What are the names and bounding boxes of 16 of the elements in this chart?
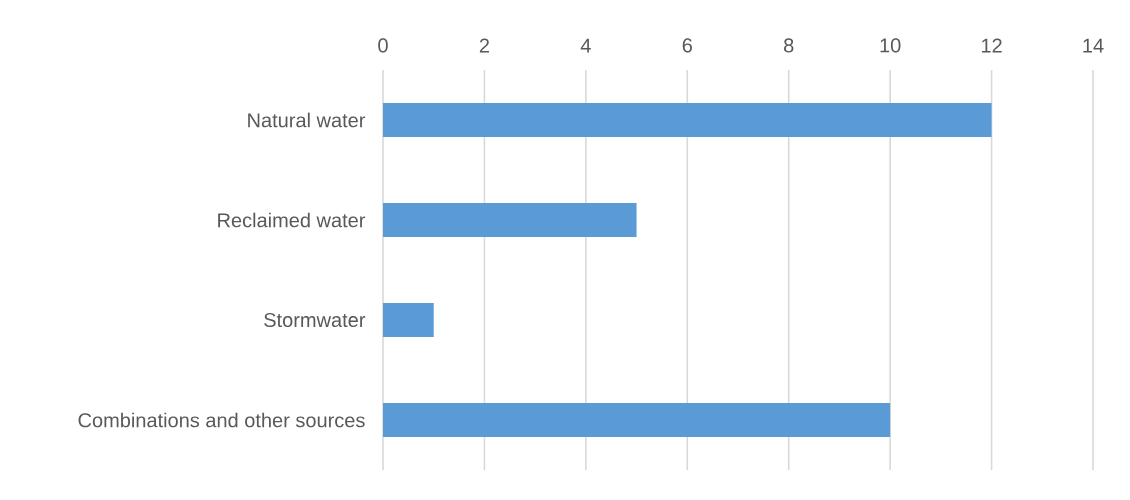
bar [383, 303, 434, 337]
x-tick-label: 0 [378, 38, 388, 53]
bar [383, 403, 891, 437]
x-tick-label: 8 [784, 38, 794, 53]
bar [383, 203, 637, 237]
x-tick-label: 4 [580, 38, 591, 53]
x-tick-label: 12 [981, 38, 1002, 53]
x-tick-label: 2 [479, 38, 489, 53]
x-tick-label: 14 [1083, 38, 1104, 53]
y-tick-label: Stormwater [264, 312, 366, 328]
x-tick-label: 6 [682, 38, 692, 53]
y-tick-label: Natural water [248, 112, 366, 128]
x-tick-label: 10 [880, 38, 901, 53]
bar [383, 103, 992, 137]
y-tick-label: Combinations and other sources [78, 412, 365, 428]
y-tick-label: Reclaimed water [218, 212, 366, 228]
